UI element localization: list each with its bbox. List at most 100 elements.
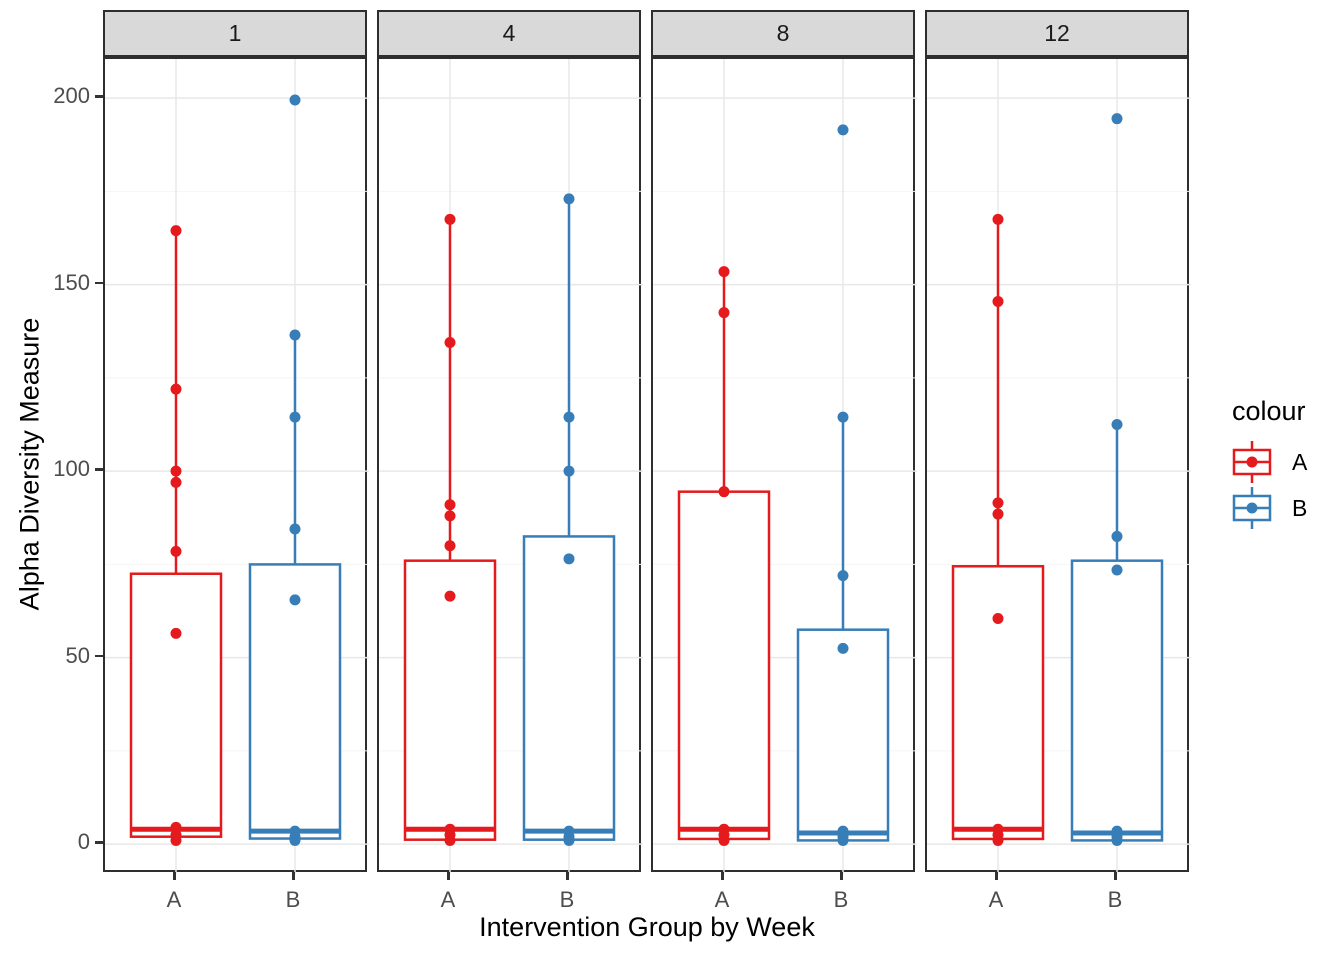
data-point xyxy=(837,642,849,654)
data-point xyxy=(289,94,301,106)
data-point xyxy=(837,411,849,423)
x-tick-label: A xyxy=(714,887,730,912)
data-point xyxy=(1111,113,1123,125)
facet-strip-label: 4 xyxy=(502,20,516,46)
data-point xyxy=(289,523,301,535)
data-point xyxy=(718,307,730,319)
data-point xyxy=(170,225,182,237)
x-tick-label: B xyxy=(559,887,575,912)
y-tick-mark xyxy=(95,95,103,98)
data-point xyxy=(837,834,849,846)
facet-plot-area xyxy=(379,59,643,874)
boxplot-box xyxy=(129,572,223,838)
boxplot-box xyxy=(403,559,497,841)
y-tick-mark xyxy=(95,468,103,471)
data-point xyxy=(992,213,1004,225)
facet-panel xyxy=(377,57,643,874)
data-point xyxy=(837,124,849,136)
x-tick-mark xyxy=(292,872,295,880)
data-point xyxy=(563,465,575,477)
legend-key-point xyxy=(1246,502,1258,514)
x-tick-label: B xyxy=(1107,887,1123,912)
data-point xyxy=(444,499,456,511)
boxplot-box xyxy=(796,628,890,842)
data-point xyxy=(444,834,456,846)
data-point xyxy=(289,594,301,606)
data-point xyxy=(444,590,456,602)
facet-plot-area xyxy=(105,59,369,874)
legend-key-boxplot-icon xyxy=(1232,487,1272,529)
facet-strip: 1 xyxy=(103,10,367,57)
y-tick-label: 0 xyxy=(77,829,90,855)
data-point xyxy=(563,193,575,205)
data-point xyxy=(1111,530,1123,542)
x-tick-mark xyxy=(447,872,450,880)
data-point xyxy=(992,295,1004,307)
x-tick-mark xyxy=(721,872,724,880)
legend-label: A xyxy=(1292,448,1308,475)
data-point xyxy=(444,540,456,552)
data-point xyxy=(837,570,849,582)
y-tick-label: 50 xyxy=(65,642,90,668)
y-tick-label: 200 xyxy=(53,83,90,109)
data-point xyxy=(1111,834,1123,846)
data-point xyxy=(170,383,182,395)
x-tick-label: A xyxy=(166,887,182,912)
boxplot-box xyxy=(522,535,616,841)
data-point xyxy=(289,329,301,341)
legend-key-point xyxy=(1246,456,1258,468)
facet-panel xyxy=(651,57,917,874)
legend-entry-B: B xyxy=(1232,485,1307,531)
facet-strip-label: 12 xyxy=(1044,20,1070,46)
x-tick-mark xyxy=(1114,872,1117,880)
boxplot-box xyxy=(248,563,342,840)
y-tick-label: 100 xyxy=(53,456,90,482)
y-tick-mark xyxy=(95,654,103,658)
data-point xyxy=(444,213,456,225)
boxplot-box xyxy=(677,490,771,841)
facet-plot-area xyxy=(653,59,917,874)
data-point xyxy=(1111,419,1123,431)
facet-strip-label: 8 xyxy=(776,20,790,46)
data-point xyxy=(444,336,456,348)
facet-strip-label: 1 xyxy=(228,20,242,46)
data-point xyxy=(718,266,730,278)
facet-panel xyxy=(103,57,369,874)
data-point xyxy=(563,553,575,565)
y-axis-title: Alpha Diversity Measure xyxy=(14,317,45,611)
facet-strip: 4 xyxy=(377,10,641,57)
y-tick-mark xyxy=(95,841,103,844)
data-point xyxy=(170,627,182,639)
data-point xyxy=(170,834,182,846)
boxplot-box xyxy=(951,565,1045,841)
data-point xyxy=(1111,564,1123,576)
data-point xyxy=(563,834,575,846)
data-point xyxy=(718,834,730,846)
data-point xyxy=(289,834,301,846)
x-tick-mark xyxy=(566,872,569,880)
data-point xyxy=(992,497,1004,509)
x-axis-title: Intervention Group by Week xyxy=(479,912,815,942)
data-point xyxy=(289,411,301,423)
legend-title: colour xyxy=(1232,396,1306,426)
data-point xyxy=(170,465,182,477)
facet-strip: 12 xyxy=(925,10,1189,57)
legend-key-boxplot-icon xyxy=(1232,441,1272,483)
x-tick-mark xyxy=(173,872,176,880)
x-tick-label: A xyxy=(440,887,456,912)
data-point xyxy=(170,476,182,488)
data-point xyxy=(563,411,575,423)
data-point xyxy=(170,545,182,557)
x-tick-mark xyxy=(995,872,998,880)
facet-panel xyxy=(925,57,1191,874)
data-point xyxy=(444,510,456,522)
facet-strip: 8 xyxy=(651,10,915,57)
legend-entry-A: A xyxy=(1232,439,1307,485)
boxplot-box xyxy=(1070,559,1164,842)
y-tick-mark xyxy=(95,281,103,285)
x-tick-mark xyxy=(840,872,843,880)
data-point xyxy=(718,486,730,498)
x-tick-label: B xyxy=(285,887,301,912)
